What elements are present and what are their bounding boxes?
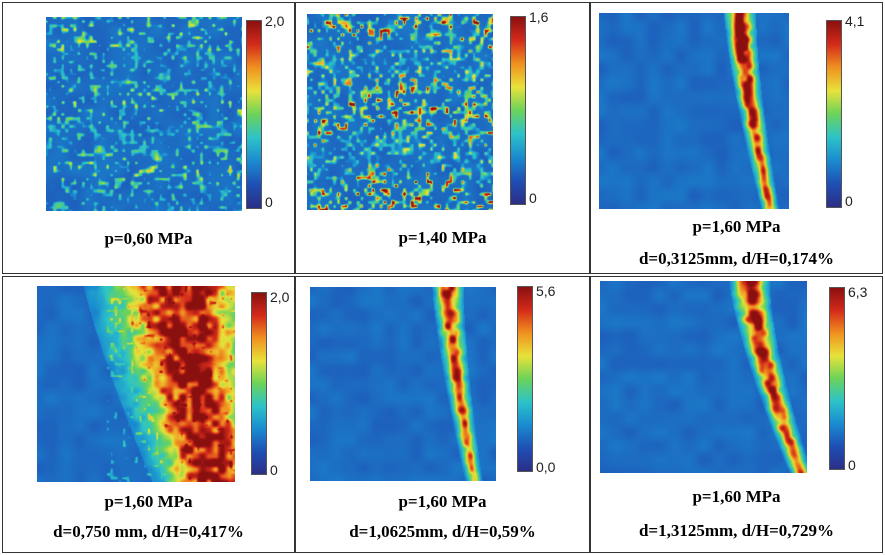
colorbar	[826, 20, 842, 208]
strain-field-heatmap	[599, 13, 789, 209]
colorbar-min-label: 0	[845, 193, 853, 209]
colorbar	[829, 287, 845, 470]
pressure-caption: p=0,60 MPa	[104, 229, 193, 248]
colorbar-max-label: 5,6	[536, 283, 556, 299]
colorbar-max-label: 4,1	[845, 13, 865, 29]
colorbar	[251, 292, 267, 475]
displacement-caption: d=1,3125mm, d/H=0,729%	[638, 521, 835, 540]
pressure-caption: p=1,60 MPa	[398, 492, 487, 511]
displacement-caption: d=0,3125mm, d/H=0,174%	[638, 249, 835, 268]
pressure-caption: p=1,60 MPa	[692, 217, 781, 236]
strain-field-heatmap	[307, 14, 493, 210]
colorbar-min-label: 0	[270, 462, 278, 478]
displacement-caption: d=1,0625mm, d/H=0,59%	[349, 522, 536, 541]
panel-f: 6,3 0 p=1,60 MPa d=1,3125mm, d/H=0,729%	[590, 276, 883, 553]
strain-field-heatmap	[310, 287, 496, 481]
displacement-caption: d=0,750 mm, d/H=0,417%	[53, 522, 244, 541]
colorbar	[517, 286, 533, 472]
panel-a: 2,0 0 p=0,60 MPa	[2, 2, 295, 274]
colorbar-min-label: 0	[265, 194, 273, 210]
colorbar-min-label: 0,0	[536, 459, 556, 475]
strain-field-heatmap	[46, 17, 242, 211]
colorbar-max-label: 1,6	[529, 9, 549, 25]
colorbar-min-label: 0	[529, 190, 537, 206]
pressure-caption: p=1,40 MPa	[398, 228, 487, 247]
colorbar	[246, 20, 262, 209]
colorbar-min-label: 0	[848, 457, 856, 473]
pressure-caption: p=1,60 MPa	[692, 487, 781, 506]
panel-e: 5,6 0,0 p=1,60 MPa d=1,0625mm, d/H=0,59%	[295, 276, 590, 553]
colorbar-max-label: 2,0	[270, 289, 290, 305]
panel-b: 1,6 0 p=1,40 MPa	[295, 2, 590, 274]
colorbar-max-label: 6,3	[848, 284, 868, 300]
panel-d: 2,0 0 p=1,60 MPa d=0,750 mm, d/H=0,417%	[2, 276, 295, 553]
panel-c: 4,1 0 p=1,60 MPa d=0,3125mm, d/H=0,174%	[590, 2, 883, 274]
colorbar	[510, 16, 526, 205]
pressure-caption: p=1,60 MPa	[104, 492, 193, 511]
strain-field-heatmap	[37, 286, 235, 482]
strain-field-heatmap	[600, 281, 807, 473]
colorbar-max-label: 2,0	[265, 13, 285, 29]
